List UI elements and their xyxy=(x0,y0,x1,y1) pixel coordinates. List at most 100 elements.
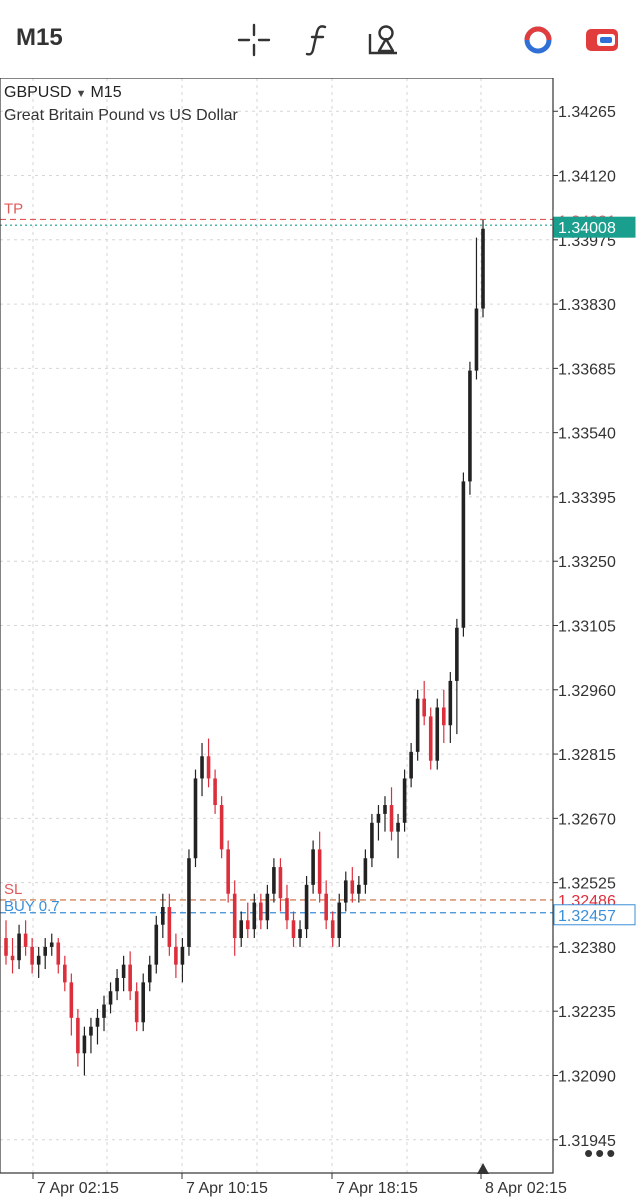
symbol-label[interactable]: GBPUSD ▼ M15 xyxy=(4,84,122,101)
y-tick-label: 1.33830 xyxy=(558,297,616,314)
candle-body xyxy=(350,880,355,894)
grid xyxy=(0,78,553,1173)
candle xyxy=(239,911,244,947)
candle xyxy=(187,849,191,956)
toolbar: M15 xyxy=(0,0,644,78)
candle-body xyxy=(141,982,146,1023)
candle xyxy=(141,973,146,1032)
candle-body xyxy=(441,707,446,726)
candle xyxy=(304,875,309,939)
candle-body xyxy=(265,893,270,921)
crosshair-icon[interactable] xyxy=(236,20,272,60)
y-tick-label: 1.34120 xyxy=(558,169,616,186)
candle-body xyxy=(115,977,119,992)
candle-body xyxy=(285,898,289,921)
candle-body xyxy=(89,1026,93,1036)
candles xyxy=(4,219,485,1076)
candle xyxy=(154,915,159,974)
candle-body xyxy=(63,964,67,983)
more-options-icon[interactable]: ••• xyxy=(584,1138,618,1168)
candle-body xyxy=(154,924,159,965)
candle-body xyxy=(56,942,61,965)
candle xyxy=(95,1008,100,1045)
candle-body xyxy=(311,849,315,885)
candle xyxy=(17,924,21,970)
candle-body xyxy=(343,880,348,903)
candle xyxy=(428,707,433,770)
candle-body xyxy=(272,867,276,894)
scroll-anchor-icon[interactable] xyxy=(477,1163,489,1174)
time-axis[interactable]: 7 Apr 02:15 7 Apr 10:15 7 Apr 18:15 8 Apr 0… xyxy=(32,1173,567,1197)
candle xyxy=(43,938,48,970)
candle xyxy=(272,858,276,903)
candle xyxy=(330,911,335,947)
candle xyxy=(291,911,296,947)
candle-body xyxy=(317,849,322,894)
candle xyxy=(461,472,466,637)
candle xyxy=(102,995,106,1032)
candle xyxy=(108,982,113,1014)
trade-icon[interactable] xyxy=(584,20,620,60)
candle xyxy=(206,738,211,788)
candle xyxy=(76,1008,80,1067)
candle-body xyxy=(396,822,400,832)
candle-body xyxy=(481,228,485,309)
candle xyxy=(219,796,224,859)
candle xyxy=(23,920,28,956)
candle xyxy=(10,938,15,974)
candle xyxy=(252,893,257,939)
candle-body xyxy=(291,920,296,939)
candle-body xyxy=(147,964,152,983)
candle-body xyxy=(161,907,165,925)
candle xyxy=(49,933,54,956)
current-price-badge: 1.34008 xyxy=(553,216,636,238)
candle-body xyxy=(200,756,204,779)
symbol-text: GBPUSD xyxy=(4,84,72,101)
candle-body xyxy=(30,946,34,965)
candle-body xyxy=(108,991,113,1005)
candle-body xyxy=(461,481,466,628)
candle xyxy=(213,769,217,814)
symbol-dropdown-icon: ▼ xyxy=(76,88,87,100)
candle xyxy=(36,946,41,978)
candle xyxy=(311,840,315,894)
candle-body xyxy=(415,698,420,752)
function-icon[interactable] xyxy=(300,20,336,60)
y-tick-label: 1.33105 xyxy=(558,619,616,636)
candle xyxy=(448,672,453,743)
candle xyxy=(115,969,119,1001)
candle xyxy=(63,955,67,992)
timeframe-button[interactable]: M15 xyxy=(16,24,63,51)
candle xyxy=(89,1017,93,1054)
candle-body xyxy=(17,933,21,961)
candle-body xyxy=(428,716,433,761)
candle xyxy=(265,884,270,930)
candle xyxy=(134,982,139,1032)
candle-body xyxy=(134,991,139,1023)
candle xyxy=(441,689,446,743)
candle xyxy=(422,680,426,726)
price-axis[interactable]: 1.342651.341201.339751.338301.336851.335… xyxy=(553,104,616,1150)
candle-body xyxy=(36,955,41,965)
candle xyxy=(226,840,230,903)
candle-body xyxy=(259,902,263,921)
candle xyxy=(193,769,198,868)
candle xyxy=(285,884,289,930)
tp-label: TP xyxy=(4,200,23,217)
candle-body xyxy=(232,893,237,939)
candle-body xyxy=(180,946,185,965)
candle-body xyxy=(435,707,440,761)
y-tick-label: 1.31945 xyxy=(558,1133,616,1150)
candle xyxy=(474,237,479,380)
current-price-badge-text: 1.34008 xyxy=(558,220,616,237)
candle xyxy=(121,955,126,992)
candle-body xyxy=(278,867,283,899)
candle xyxy=(30,938,34,974)
candle xyxy=(396,813,400,859)
indicator-ring-icon[interactable] xyxy=(520,20,556,60)
objects-icon[interactable] xyxy=(366,20,402,60)
candle xyxy=(389,787,394,841)
